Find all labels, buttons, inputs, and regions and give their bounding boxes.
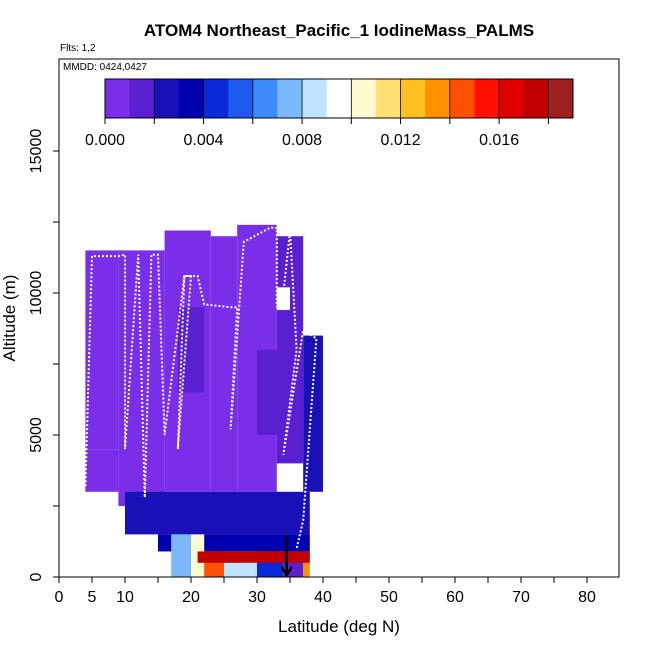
y-tick-label: 0 <box>28 572 45 581</box>
heatmap-cells <box>85 224 323 577</box>
x-axis-label: Latitude (deg N) <box>278 617 400 636</box>
colorbar-swatch <box>277 79 303 118</box>
heatmap-cell <box>197 551 310 563</box>
colorbar-swatch <box>302 79 328 118</box>
colorbar-swatch <box>523 79 549 118</box>
x-tick-label: 30 <box>248 589 266 606</box>
colorbar-tick-label: 0.016 <box>479 132 519 149</box>
x-tick-label: 5 <box>88 589 97 606</box>
colorbar-swatch <box>499 79 525 118</box>
x-tick-label: 40 <box>314 589 332 606</box>
y-axis-label: Altitude (m) <box>0 275 19 362</box>
x-tick-label: 60 <box>446 589 464 606</box>
colorbar-swatch <box>203 79 229 118</box>
colorbar-swatch <box>105 79 131 118</box>
ship-marker <box>280 535 293 578</box>
heatmap-cell <box>303 551 310 577</box>
heatmap-cell <box>85 250 119 450</box>
heatmap-cell <box>276 236 304 464</box>
colorbar-swatch <box>449 79 475 118</box>
colorbar-swatch <box>425 79 451 118</box>
flight-track <box>84 226 318 549</box>
colorbar-tick-label: 0.000 <box>85 132 125 149</box>
dates-label: MMDD: 0424,0427 <box>63 62 147 73</box>
colorbar-tick-label: 0.004 <box>184 132 224 149</box>
colorbar-swatch <box>252 79 278 118</box>
chart-title: ATOM4 Northeast_Pacific_1 IodineMass_PAL… <box>144 21 534 40</box>
flights-label: Flts: 1,2 <box>60 43 96 54</box>
y-tick-label: 10000 <box>28 271 45 316</box>
colorbar-swatch <box>375 79 402 118</box>
colorbar-swatch <box>154 79 180 118</box>
colorbar-swatch <box>326 79 352 118</box>
y-tick-label: 5000 <box>28 417 45 453</box>
x-tick-label: 20 <box>182 589 200 606</box>
x-tick-label: 50 <box>380 589 398 606</box>
ship-marker-head <box>280 566 293 578</box>
colorbar-swatch <box>400 79 426 118</box>
heatmap-cell <box>85 449 119 492</box>
colorbar-swatch <box>351 79 377 118</box>
x-tick-label: 0 <box>55 589 64 606</box>
colorbar-frame <box>104 78 574 119</box>
colorbar-swatch <box>548 79 574 118</box>
colorbar-swatch <box>129 79 155 118</box>
colorbar-tick-label: 0.012 <box>381 132 421 149</box>
colorbar-tick-label: 0.008 <box>282 132 322 149</box>
colorbar-swatch <box>474 79 500 118</box>
x-tick-label: 10 <box>116 589 134 606</box>
heatmap-cell <box>125 491 310 535</box>
heatmap-cell <box>171 534 191 577</box>
x-tick-label: 70 <box>512 589 530 606</box>
x-tick-label: 80 <box>578 589 596 606</box>
colorbar: 0.000 0.004 0.008 0.012 0.016 <box>62 76 616 156</box>
plot-frame <box>58 58 620 578</box>
y-axis: 0 5000 10000 15000 <box>28 129 59 581</box>
colorbar-swatch <box>228 79 254 118</box>
heatmap-cell <box>276 287 290 311</box>
colorbar-swatch <box>178 79 205 118</box>
x-axis: 0 5 10 20 30 40 50 60 70 80 <box>55 577 596 606</box>
heatmap-cell <box>210 236 238 492</box>
flight-track-line <box>84 226 318 549</box>
y-tick-label: 15000 <box>28 129 45 174</box>
